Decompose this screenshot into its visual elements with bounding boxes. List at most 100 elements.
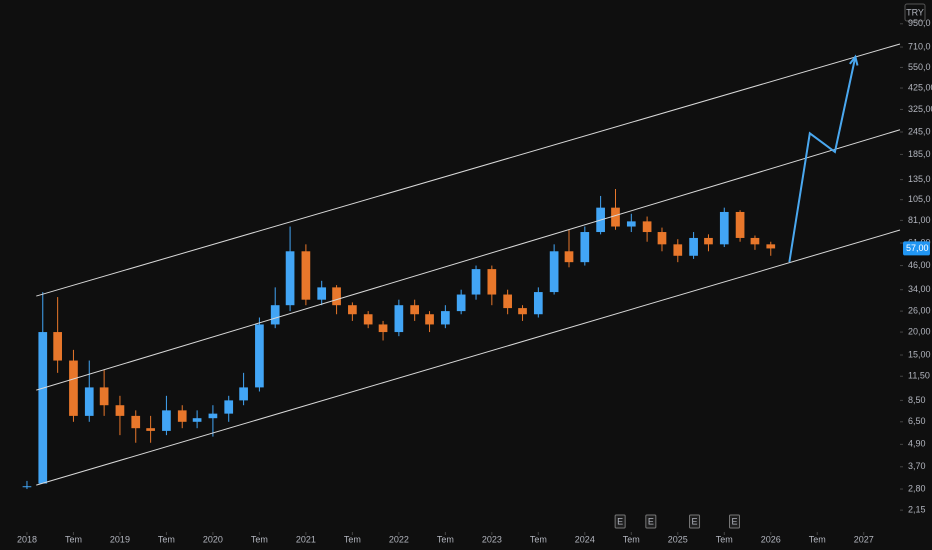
candle-body bbox=[487, 269, 497, 295]
x-tick-label: 2024 bbox=[575, 534, 595, 544]
currency[interactable]: TRY bbox=[906, 7, 924, 17]
candle-body bbox=[518, 308, 527, 315]
candle-body bbox=[533, 292, 543, 315]
candle-body bbox=[224, 400, 234, 414]
candle-body bbox=[704, 237, 713, 245]
event-label: E bbox=[648, 516, 654, 526]
x-tick-label: Tem bbox=[251, 534, 268, 544]
candle-body bbox=[317, 287, 327, 300]
x-tick-label: Tem bbox=[65, 534, 82, 544]
y-tick-label: 710,0 bbox=[908, 41, 931, 51]
candle-body bbox=[549, 251, 559, 293]
candle-body bbox=[332, 287, 341, 306]
event-marker bbox=[729, 514, 741, 529]
candle-body bbox=[689, 237, 698, 256]
y-tick-label: 425,00 bbox=[908, 82, 932, 92]
currency-box[interactable] bbox=[904, 3, 926, 22]
candle-body bbox=[53, 332, 62, 361]
y-tick-label: 3,70 bbox=[908, 461, 926, 471]
event-label: E bbox=[617, 516, 623, 526]
arrow-head bbox=[849, 54, 859, 66]
candle-body bbox=[301, 251, 311, 300]
candle-body bbox=[22, 486, 32, 488]
x-tick-label: 2022 bbox=[389, 534, 409, 544]
candle-body bbox=[471, 269, 481, 295]
channel-line bbox=[36, 43, 901, 297]
candle-body bbox=[285, 251, 295, 306]
y-tick-label: 325,00 bbox=[908, 104, 932, 114]
candle-body bbox=[270, 305, 280, 325]
y-tick-label: 11,50 bbox=[908, 371, 930, 381]
y-tick-label: 34,00 bbox=[908, 284, 931, 294]
x-tick-label: 2025 bbox=[668, 534, 688, 544]
candle-body bbox=[410, 305, 420, 315]
candle-body bbox=[611, 207, 620, 227]
y-tick-label: 2,80 bbox=[908, 483, 926, 493]
candle-body bbox=[441, 311, 450, 325]
y-tick-label: 185,0 bbox=[908, 149, 931, 159]
candle-body bbox=[38, 332, 48, 484]
candle-body bbox=[580, 232, 590, 263]
candle-body bbox=[348, 305, 357, 315]
projection-path bbox=[788, 56, 857, 263]
y-tick-label: 4,90 bbox=[908, 439, 926, 449]
y-tick-label: 20,00 bbox=[908, 326, 931, 336]
candle-body bbox=[255, 324, 264, 388]
candle-body bbox=[425, 314, 434, 325]
event-marker bbox=[689, 514, 701, 529]
candle-body bbox=[657, 232, 667, 245]
y-tick-label: 550,0 bbox=[908, 62, 931, 72]
candle-body bbox=[115, 405, 125, 416]
candle-body bbox=[394, 305, 404, 333]
event-label: E bbox=[731, 516, 737, 526]
candle-body bbox=[177, 410, 187, 422]
candle-body bbox=[84, 387, 94, 416]
y-tick-label: 15,00 bbox=[908, 349, 931, 359]
x-tick-label: Tem bbox=[623, 534, 640, 544]
candle-body bbox=[456, 294, 466, 312]
candle-body bbox=[719, 211, 729, 245]
last-price-tag bbox=[903, 241, 930, 256]
candle-body bbox=[564, 251, 574, 263]
candle-body bbox=[503, 294, 512, 309]
x-tick-label: Tem bbox=[158, 534, 175, 544]
y-tick-label: 2,15 bbox=[908, 505, 926, 515]
channel-line bbox=[36, 229, 901, 486]
candle-body bbox=[192, 418, 202, 422]
x-tick-label: 2023 bbox=[482, 534, 502, 544]
candle-body bbox=[626, 221, 636, 227]
x-tick-label: 2026 bbox=[761, 534, 781, 544]
y-tick-label: 46,00 bbox=[908, 260, 931, 270]
event-marker bbox=[645, 514, 657, 529]
candle-body bbox=[673, 244, 683, 256]
x-tick-label: 2019 bbox=[110, 534, 130, 544]
candle-body bbox=[131, 415, 141, 429]
candle-body bbox=[146, 428, 155, 431]
x-tick-label: 2018 bbox=[17, 534, 37, 544]
y-tick-label: 950,0 bbox=[908, 18, 931, 28]
y-tick-label: 245,0 bbox=[908, 126, 931, 136]
last-price-label: 57,00 bbox=[906, 243, 929, 253]
candle-body bbox=[766, 244, 776, 249]
x-tick-label: Tem bbox=[344, 534, 361, 544]
candle-body bbox=[378, 324, 388, 333]
event-marker bbox=[614, 514, 626, 529]
y-tick-label: 8,50 bbox=[908, 395, 926, 405]
y-tick-label: 6,50 bbox=[908, 416, 926, 426]
candle-body bbox=[208, 413, 218, 419]
candle-body bbox=[750, 237, 760, 245]
x-tick-label: Tem bbox=[530, 534, 547, 544]
candle-body bbox=[99, 387, 109, 406]
candle-body bbox=[239, 387, 248, 401]
x-tick-label: Tem bbox=[716, 534, 733, 544]
x-tick-label: 2021 bbox=[296, 534, 316, 544]
y-tick-label: 135,0 bbox=[908, 174, 931, 184]
candle-body bbox=[642, 221, 652, 233]
channel-line bbox=[36, 129, 901, 391]
x-tick-label: 2027 bbox=[854, 534, 874, 544]
event-label: E bbox=[692, 516, 698, 526]
y-tick-label: 105,0 bbox=[908, 194, 931, 204]
candle-body bbox=[162, 410, 171, 431]
